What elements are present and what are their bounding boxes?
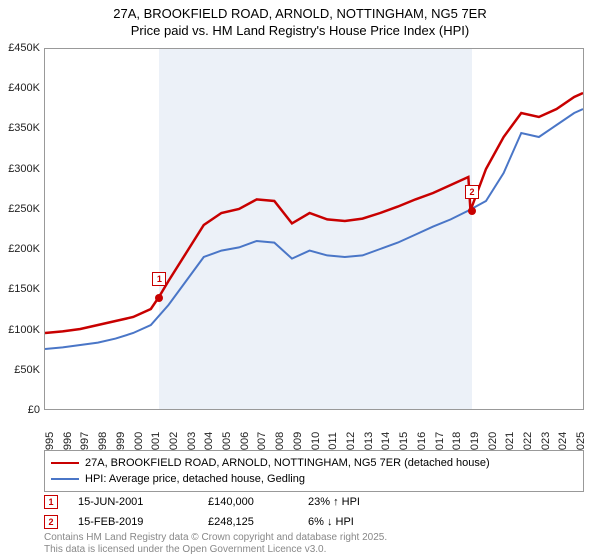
series-hpi: [45, 109, 583, 349]
chart-container: 27A, BROOKFIELD ROAD, ARNOLD, NOTTINGHAM…: [0, 0, 600, 560]
legend-item-hpi: HPI: Average price, detached house, Gedl…: [51, 471, 577, 487]
marker-label-1: 1: [152, 272, 166, 286]
transaction-price: £248,125: [208, 516, 288, 528]
plot-area: 12: [44, 48, 584, 410]
transaction-row: 2 15-FEB-2019 £248,125 6% ↓ HPI: [44, 512, 584, 532]
x-axis: 1995199619971998199920002001200220032004…: [44, 412, 584, 452]
y-tick-label: £150K: [8, 283, 40, 295]
marker-label-2: 2: [465, 185, 479, 199]
transaction-diff: 6% ↓ HPI: [308, 516, 418, 528]
y-tick-label: £450K: [8, 42, 40, 54]
transaction-diff: 23% ↑ HPI: [308, 496, 418, 508]
y-tick-label: £300K: [8, 163, 40, 175]
transaction-price: £140,000: [208, 496, 288, 508]
y-tick-label: £100K: [8, 324, 40, 336]
chart-title: 27A, BROOKFIELD ROAD, ARNOLD, NOTTINGHAM…: [0, 0, 600, 40]
legend-swatch-hpi: [51, 478, 79, 480]
chart-lines: [45, 49, 583, 409]
title-line-1: 27A, BROOKFIELD ROAD, ARNOLD, NOTTINGHAM…: [0, 6, 600, 23]
y-tick-label: £400K: [8, 82, 40, 94]
y-tick-label: £350K: [8, 122, 40, 134]
series-property: [45, 93, 583, 333]
transaction-date: 15-JUN-2001: [78, 496, 188, 508]
y-tick-label: £200K: [8, 243, 40, 255]
y-axis: £0£50K£100K£150K£200K£250K£300K£350K£400…: [0, 48, 42, 410]
footnote-line-1: Contains HM Land Registry data © Crown c…: [44, 532, 387, 544]
legend: 27A, BROOKFIELD ROAD, ARNOLD, NOTTINGHAM…: [44, 450, 584, 492]
legend-label-hpi: HPI: Average price, detached house, Gedl…: [85, 473, 305, 485]
footnote-line-2: This data is licensed under the Open Gov…: [44, 544, 387, 556]
transaction-table: 1 15-JUN-2001 £140,000 23% ↑ HPI 2 15-FE…: [44, 492, 584, 532]
transaction-row: 1 15-JUN-2001 £140,000 23% ↑ HPI: [44, 492, 584, 512]
y-tick-label: £250K: [8, 203, 40, 215]
marker-point-2: [468, 207, 476, 215]
title-line-2: Price paid vs. HM Land Registry's House …: [0, 23, 600, 40]
legend-label-property: 27A, BROOKFIELD ROAD, ARNOLD, NOTTINGHAM…: [85, 457, 490, 469]
y-tick-label: £50K: [14, 364, 40, 376]
y-tick-label: £0: [28, 404, 40, 416]
marker-point-1: [155, 294, 163, 302]
transaction-marker-2: 2: [44, 515, 58, 529]
transaction-marker-1: 1: [44, 495, 58, 509]
legend-item-property: 27A, BROOKFIELD ROAD, ARNOLD, NOTTINGHAM…: [51, 455, 577, 471]
transaction-date: 15-FEB-2019: [78, 516, 188, 528]
footnote: Contains HM Land Registry data © Crown c…: [44, 532, 387, 556]
legend-swatch-property: [51, 462, 79, 465]
